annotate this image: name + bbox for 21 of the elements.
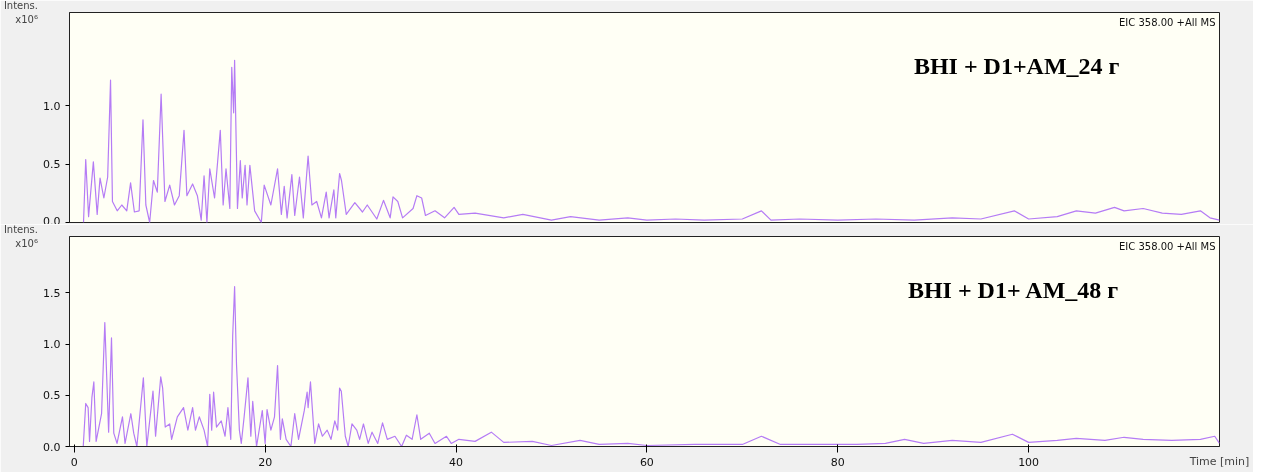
y-tick-label: 0.5 [43,389,61,403]
x-axis-title: Time [min] [1188,454,1250,468]
annotation: BHI + D1+AM_24 г [913,52,1120,79]
y-tick-label: 0.5 [43,158,61,172]
y-tick-label: 1.5 [43,286,61,300]
line-series [82,59,1220,223]
y-tick-label: 1.0 [43,99,61,113]
x-tick-label: 40 [449,455,464,469]
x-tick-label: 20 [258,455,273,469]
annotation: BHI + D1+ AM_48 г [907,276,1119,303]
x-tick-label: 100 [1018,455,1040,469]
x-tick-label: 60 [639,455,654,469]
x-tick-label: 80 [830,455,845,469]
y-axis-title: Intens. x10⁶ [3,224,39,249]
y-tick-label: 0.0 [43,440,61,454]
y-tick-label: 0.0 [43,214,61,228]
y-tick-label: 1.0 [43,338,61,352]
y-axis-title: Intens. x10⁶ [3,0,39,25]
annotation: EIC 358.00 +All MS [1118,240,1216,252]
annotation: EIC 358.00 +All MS [1118,16,1216,28]
x-tick-label: 0 [70,455,78,469]
